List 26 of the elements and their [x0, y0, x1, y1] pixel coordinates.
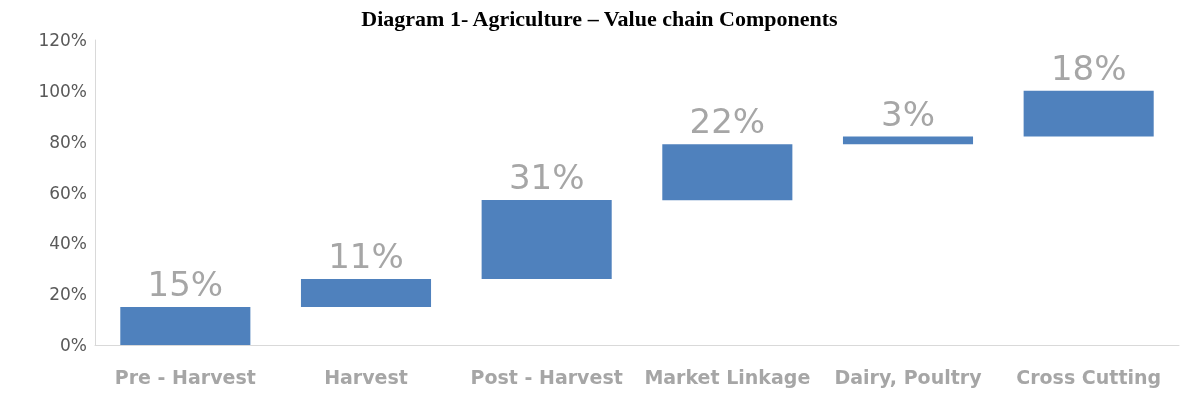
- data-label: 22%: [689, 101, 766, 142]
- bar: [120, 306, 251, 345]
- x-tick-label: Harvest: [324, 365, 408, 388]
- y-tick-label: 0%: [60, 335, 87, 355]
- bar: [842, 136, 974, 145]
- bar: [1023, 90, 1154, 137]
- y-tick-label: 120%: [38, 30, 87, 50]
- y-tick-label: 20%: [49, 284, 87, 305]
- data-label: 11%: [328, 235, 404, 276]
- x-tick-label: Post - Harvest: [470, 365, 623, 388]
- data-label: 18%: [1050, 47, 1127, 88]
- bar: [300, 278, 432, 307]
- x-tick-label: Pre - Harvest: [114, 365, 256, 388]
- x-tick-label: Cross Cutting: [1016, 365, 1162, 388]
- bar: [662, 144, 793, 201]
- data-label: 31%: [508, 157, 585, 198]
- data-label: 3%: [881, 93, 935, 134]
- y-tick-label: 100%: [38, 80, 87, 101]
- chart-title: Diagram 1- Agriculture – Value chain Components: [361, 5, 839, 31]
- y-tick-label: 40%: [49, 233, 87, 254]
- data-label: 15%: [147, 263, 224, 304]
- x-tick-label: Market Linkage: [644, 365, 811, 388]
- y-tick-label: 80%: [49, 131, 87, 152]
- y-tick-label: 60%: [49, 182, 87, 203]
- bar: [481, 200, 612, 279]
- x-tick-label: Dairy, Poultry: [834, 365, 983, 388]
